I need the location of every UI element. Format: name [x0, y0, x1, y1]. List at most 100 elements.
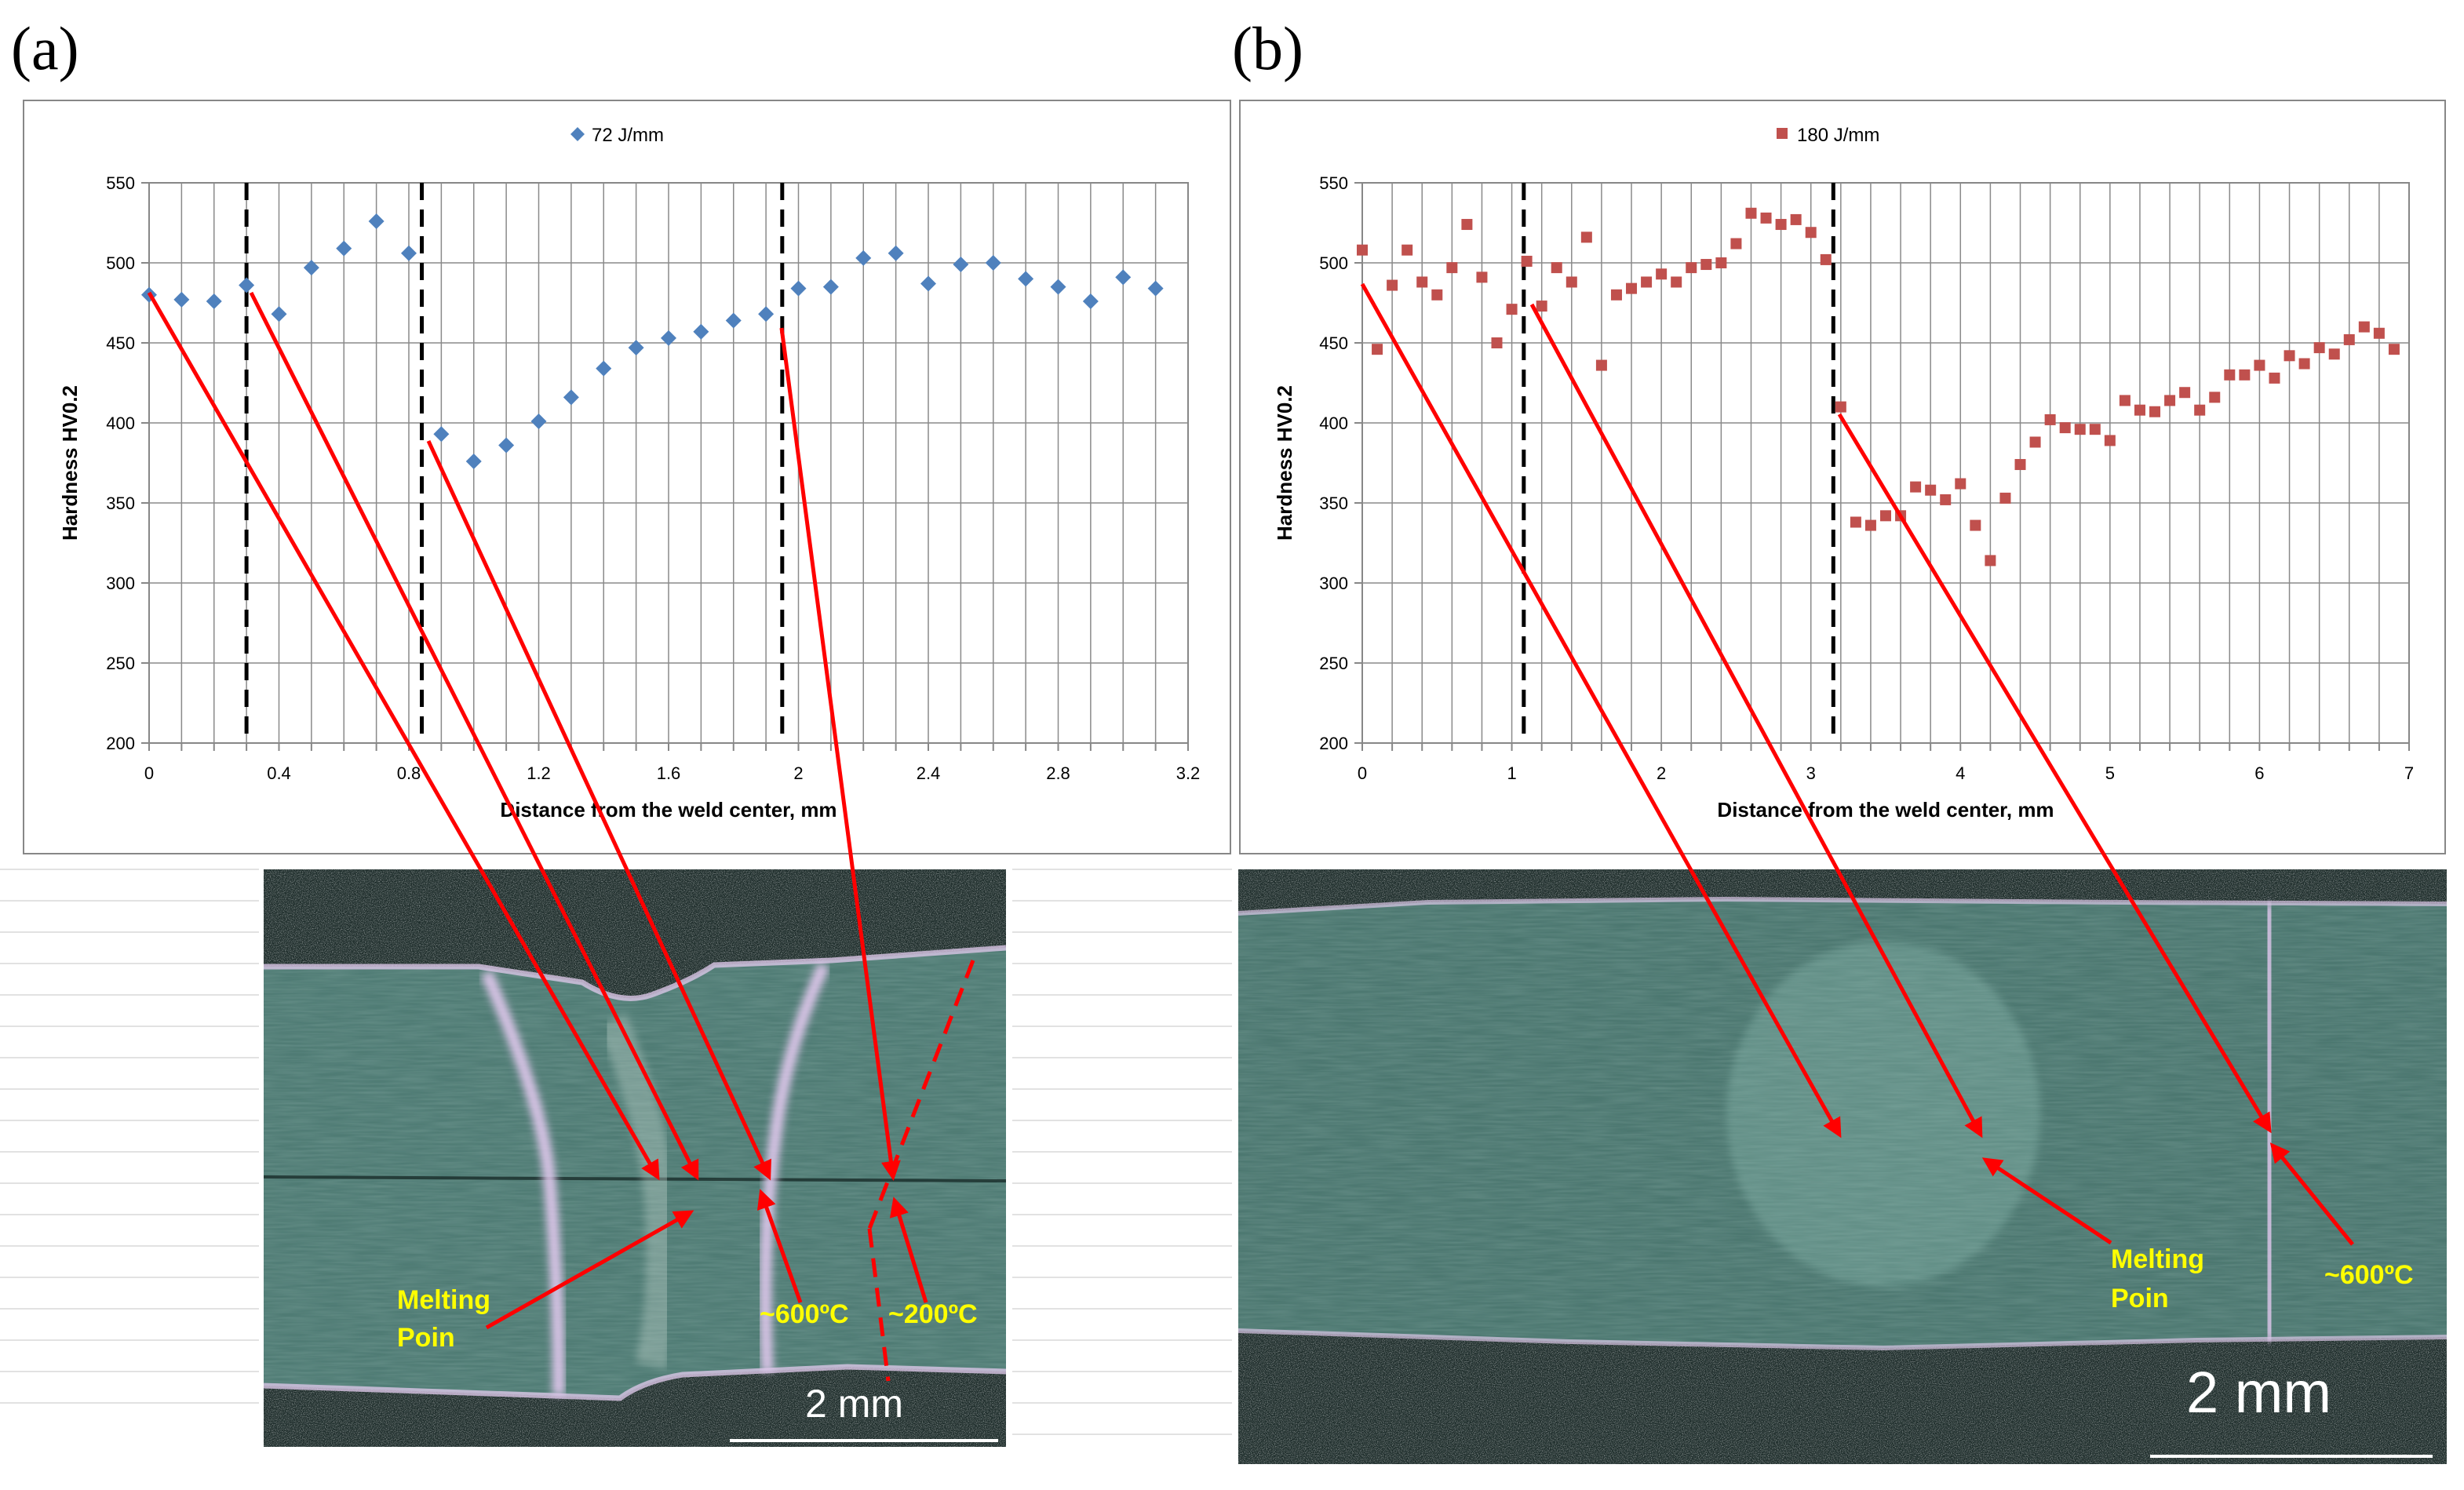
annotation-b-melting-line2: Poin [2111, 1284, 2169, 1313]
chart-b-data-point [1506, 304, 1518, 315]
chart-b-data-point [1461, 219, 1473, 231]
chart-a-data-point [725, 312, 742, 329]
chart-a-x-tick-label: 2 [793, 763, 803, 783]
chart-a-y-tick-label: 250 [106, 654, 135, 673]
chart-b-data-point [1372, 344, 1383, 355]
chart-b-y-tick-label: 450 [1319, 333, 1348, 353]
chart-a-y-tick-label: 450 [106, 333, 135, 353]
chart-b-x-tick-label: 2 [1657, 763, 1666, 783]
chart-a: 200 250 300 350 400 450 500 550 0 0.4 0.8 1.2 1.6 2 2… [58, 125, 1200, 822]
chart-a-data-point [206, 293, 222, 309]
chart-b-data-point [2119, 395, 2130, 406]
chart-a-x-tick-label: 0.8 [397, 763, 421, 783]
chart-b-data-point [2298, 358, 2310, 370]
chart-b-data-point [2074, 424, 2086, 435]
chart-b-plot-area [1361, 182, 2410, 744]
chart-b-data-point [2014, 459, 2026, 471]
micrograph-a-scale-label: 2 mm [805, 1382, 903, 1426]
annotation-a-200: ~200ºC [888, 1299, 978, 1329]
chart-a-x-tick-label: 1.6 [657, 763, 681, 783]
chart-a-y-tick-label: 550 [106, 173, 135, 193]
micrograph-b: 2 mm [1238, 869, 2447, 1464]
chart-a-data-point [1018, 271, 1034, 287]
connector-arrows [147, 282, 2272, 1181]
chart-a-data-point [855, 250, 872, 266]
chart-b-data-point [2328, 348, 2340, 360]
connector-a-4 [779, 327, 901, 1181]
chart-a-data-point [1082, 293, 1099, 309]
chart-a-data-point [465, 453, 482, 469]
chart-b-y-tick-label: 250 [1319, 654, 1348, 673]
chart-a-y-tick-label: 400 [106, 413, 135, 433]
chart-b-data-point [2179, 387, 2191, 399]
chart-a-data-point [693, 323, 709, 340]
chart-b-data-point [2059, 422, 2071, 434]
chart-b-data-point [2343, 333, 2355, 345]
chart-b-data-point [1925, 484, 1937, 496]
micrograph-a-dashed-boundary-lower [867, 1228, 891, 1382]
chart-a-x-tick-label: 0 [144, 763, 154, 783]
chart-b-data-point [1476, 271, 1488, 283]
chart-b-data-point [2104, 435, 2116, 446]
chart-b-data-point [1700, 259, 1712, 271]
chart-b-data-point [1686, 262, 1697, 274]
micrograph-b-scale-label: 2 mm [2186, 1360, 2331, 1425]
micrograph-a: 2 mm [264, 869, 1006, 1447]
panel-b-label: (b) [1232, 14, 1303, 82]
chart-b-data-point [1730, 238, 1742, 250]
chart-a-y-axis-title: Hardness HV0.2 [58, 385, 82, 541]
chart-b-gridlines [1362, 183, 2409, 743]
arrow-a-200 [889, 1197, 928, 1303]
connector-b-3 [1837, 413, 2272, 1134]
connector-b-1 [1360, 282, 1842, 1138]
chart-b-data-point [1850, 516, 1861, 528]
chart-a-x-tick-label: 0.4 [267, 763, 291, 783]
chart-b-data-point [1775, 219, 1787, 231]
chart-b-y-tick-label: 200 [1319, 734, 1348, 753]
chart-a-data-point [173, 291, 190, 308]
connector-a-3 [426, 439, 771, 1181]
chart-a-data-point [530, 413, 547, 429]
chart-a-data-point [628, 340, 644, 356]
chart-b-data-point [1864, 519, 1876, 531]
chart-a-x-tick-label: 1.2 [527, 763, 551, 783]
chart-a-data-point [368, 213, 385, 229]
chart-b-data-point [2239, 369, 2251, 381]
chart-b-data-point [2194, 404, 2206, 416]
chart-a-y-tick-label: 200 [106, 734, 135, 753]
chart-b-data-point [1521, 255, 1533, 267]
chart-a-data-point [758, 306, 775, 322]
chart-b-data-point [2388, 344, 2400, 355]
chart-b-x-tick-label: 3 [1806, 763, 1816, 783]
chart-b-x-tick-label: 4 [1956, 763, 1965, 783]
chart-a-data-point [985, 255, 1001, 271]
chart-a-y-tick-label: 350 [106, 494, 135, 513]
annotation-a-600: ~600ºC [760, 1299, 849, 1329]
chart-a-data-point [596, 360, 612, 377]
chart-b-data-point [1416, 276, 1428, 288]
chart-b-data-point [2029, 436, 2041, 448]
chart-a-x-axis-title: Distance from the weld center, mm [500, 798, 837, 822]
arrow-b-600 [2269, 1142, 2354, 1246]
chart-b-data-point [2373, 327, 2385, 339]
chart-b-data-point [1491, 337, 1503, 348]
chart-b-data-point [1940, 494, 1952, 505]
chart-b-data-point [1820, 253, 1832, 265]
chart-b-data-point [1760, 212, 1772, 224]
chart-a-data-point [953, 257, 969, 273]
chart-b-x-ticks: 0 1 2 3 4 5 6 7 [1358, 743, 2414, 783]
chart-b-zone-lines [1522, 183, 1835, 743]
chart-b-y-tick-label: 350 [1319, 494, 1348, 513]
chart-b-data-point [1790, 213, 1802, 225]
chart-b-x-tick-label: 5 [2105, 763, 2115, 783]
chart-a-data-point [920, 275, 936, 292]
chart-b-x-tick-label: 6 [2254, 763, 2264, 783]
chart-a-gridlines [149, 183, 1188, 743]
chart-b-data-point [2149, 406, 2161, 417]
chart-a-series-72 [141, 213, 1164, 469]
chart-b-data-point [1970, 519, 1981, 531]
chart-b-y-tick-label: 550 [1319, 173, 1348, 193]
connector-a-2 [249, 291, 699, 1181]
chart-b-legend-label: 180 J/mm [1797, 125, 1879, 146]
chart-a-data-point [498, 437, 515, 454]
